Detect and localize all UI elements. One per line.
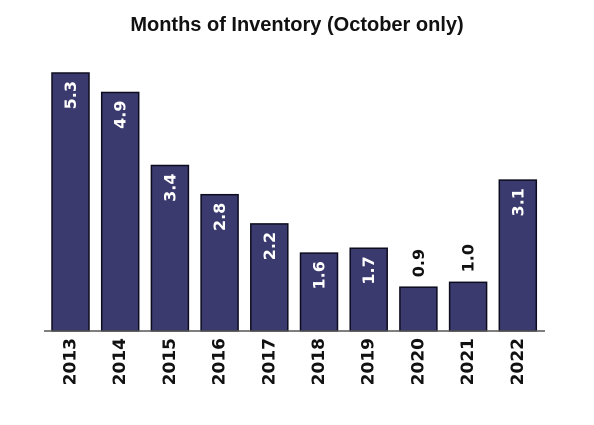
data-label-2017: 2.2 (260, 232, 279, 260)
x-tick-2016: 2016 (210, 338, 230, 385)
data-label-2014: 4.9 (111, 100, 130, 128)
data-label-2020: 0.9 (409, 249, 428, 277)
x-tick-2020: 2020 (408, 338, 428, 385)
data-label-2013: 5.3 (61, 81, 80, 109)
data-labels-group: 5.3 4.9 3.4 2.8 2.2 1.6 1.7 0.9 1.0 3.1 (61, 81, 527, 289)
data-label-2022: 3.1 (508, 188, 527, 216)
x-tick-2017: 2017 (259, 338, 279, 385)
data-label-2018: 1.6 (310, 261, 329, 289)
x-tick-2014: 2014 (110, 338, 130, 385)
x-tick-2019: 2019 (359, 338, 379, 385)
bar-2020 (399, 286, 438, 332)
bar-2013 (51, 72, 90, 332)
x-tick-2013: 2013 (61, 338, 81, 385)
chart-title: Months of Inventory (October only) (130, 14, 464, 36)
x-tick-2022: 2022 (508, 338, 528, 385)
data-label-2016: 2.8 (210, 203, 229, 231)
bar-2018 (299, 252, 339, 332)
data-label-2021: 1.0 (459, 244, 478, 272)
x-tick-2018: 2018 (309, 338, 329, 385)
x-tick-labels-group: 2013 2014 2015 2016 2017 2018 2019 2020 2021 2022 (61, 338, 528, 385)
x-tick-2021: 2021 (458, 338, 478, 385)
data-label-2015: 3.4 (160, 173, 179, 201)
x-tick-2015: 2015 (160, 338, 180, 385)
bar-2021 (448, 281, 488, 332)
bar-2015 (150, 164, 190, 332)
bar-2019 (349, 247, 388, 332)
bars-group (51, 72, 538, 332)
bar-2016 (200, 193, 239, 332)
data-label-2019: 1.7 (359, 256, 378, 284)
